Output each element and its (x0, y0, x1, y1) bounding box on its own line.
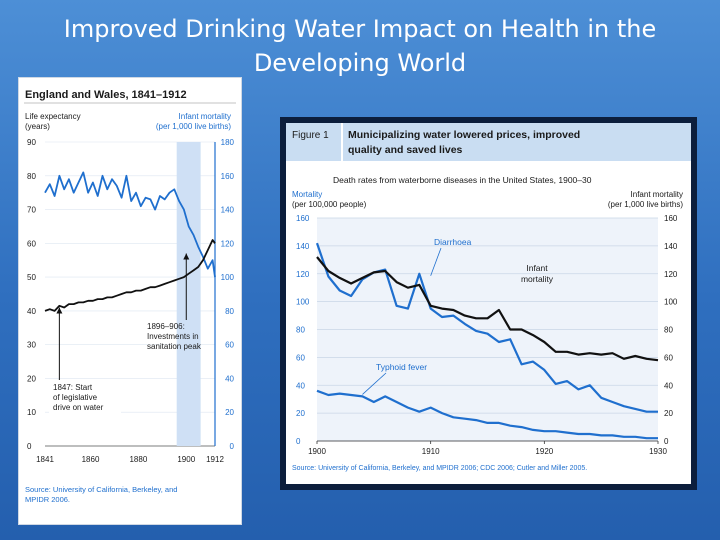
us-left-tick-label: 20 (296, 409, 305, 418)
us-left-tick-label: 160 (296, 214, 310, 223)
slide-title: Improved Drinking Water Impact on Health… (63, 15, 657, 77)
annotation-sanitation-text: Investments in (147, 332, 199, 341)
left-y-tick-label: 0 (27, 442, 32, 451)
figure-subtitle: Death rates from waterborne diseases in … (333, 175, 592, 185)
left-y-tick-label: 60 (27, 239, 36, 248)
left-y-axis-label-line1: Life expectancy (25, 112, 81, 121)
figure-headline-line1: Municipalizing water lowered prices, imp… (348, 129, 580, 141)
figure-label: Figure 1 (292, 130, 329, 141)
england-wales-chart: England and Wales, 1841–1912 Life expect… (24, 89, 236, 504)
us-right-axis-label-line2: (per 1,000 live births) (608, 200, 683, 209)
right-y-tick-label: 160 (221, 172, 235, 181)
us-series-line-infant-mortality (316, 256, 659, 362)
us-right-tick-label: 140 (664, 242, 678, 251)
annotation-legislative-text: drive on water (53, 403, 104, 412)
series-label-typhoid-fever: Typhoid fever (376, 362, 427, 372)
annotation-arrowhead (56, 307, 63, 314)
right-y-tick-label: 180 (221, 138, 235, 147)
us-chart-source: Source: University of California, Berkel… (292, 465, 587, 472)
x-tick-label: 1860 (82, 455, 100, 464)
left-y-axis-label-line2: (years) (25, 122, 50, 131)
left-y-tick-label: 20 (27, 374, 36, 383)
us-series-line-typhoid-fever (316, 389, 658, 440)
us-left-tick-label: 100 (296, 298, 310, 307)
left-y-tick-label: 50 (27, 273, 36, 282)
annotation-legislative-text: 1847: Start (53, 383, 93, 392)
series-line-infant-mortality (44, 171, 216, 278)
series-label-infant-mortality: Infant (526, 263, 548, 273)
right-y-tick-label: 40 (225, 374, 234, 383)
us-right-axis-label-line1: Infant mortality (631, 190, 683, 199)
us-right-tick-label: 40 (664, 381, 673, 390)
left-y-tick-label: 90 (27, 138, 36, 147)
us-left-tick-label: 80 (296, 326, 305, 335)
right-y-tick-label: 120 (221, 239, 235, 248)
us-left-tick-label: 60 (296, 353, 305, 362)
us-left-tick-label: 140 (296, 242, 310, 251)
figure-headline-line2: quality and saved lives (348, 144, 463, 156)
england-wales-chart-panel: England and Wales, 1841–1912 Life expect… (18, 77, 242, 525)
annotation-sanitation-text: 1896–906: (147, 322, 185, 331)
us-waterborne-chart: Figure 1 Municipalizing water lowered pr… (286, 123, 691, 472)
us-x-tick-label: 1920 (535, 447, 553, 456)
right-y-tick-label: 140 (221, 206, 235, 215)
series-line-life-expectancy (44, 239, 216, 312)
us-right-tick-label: 120 (664, 270, 678, 279)
left-chart-source-line1: Source: University of California, Berkel… (25, 485, 177, 494)
left-y-tick-label: 40 (27, 307, 36, 316)
us-waterborne-chart-frame: Figure 1 Municipalizing water lowered pr… (280, 117, 697, 490)
right-y-tick-label: 60 (225, 341, 234, 350)
x-tick-label: 1912 (206, 455, 224, 464)
us-right-tick-label: 60 (664, 353, 673, 362)
right-y-tick-label: 80 (225, 307, 234, 316)
us-waterborne-chart-panel: Figure 1 Municipalizing water lowered pr… (286, 123, 691, 484)
us-left-tick-label: 120 (296, 270, 310, 279)
us-left-tick-label: 40 (296, 381, 305, 390)
x-tick-label: 1841 (36, 455, 54, 464)
series-label-diarrhoea: Diarrhoea (434, 237, 472, 247)
right-y-tick-label: 0 (230, 442, 235, 451)
sanitation-period-highlight (176, 142, 201, 446)
x-tick-label: 1900 (177, 455, 195, 464)
left-chart-title: England and Wales, 1841–1912 (25, 89, 187, 101)
us-x-tick-label: 1910 (422, 447, 440, 456)
us-left-axis-label-line1: Mortality (292, 190, 322, 199)
left-chart-source-line2: MPIDR 2006. (25, 495, 70, 504)
left-y-tick-label: 70 (27, 206, 36, 215)
us-left-axis-label-line2: (per 100,000 people) (292, 200, 367, 209)
us-right-tick-label: 20 (664, 409, 673, 418)
us-right-tick-label: 160 (664, 214, 678, 223)
right-y-tick-label: 100 (221, 273, 235, 282)
right-y-tick-label: 20 (225, 408, 234, 417)
series-label-infant-mortality: mortality (521, 274, 554, 284)
us-left-tick-label: 0 (296, 437, 301, 446)
annotation-legislative-text: of legislative (53, 393, 98, 402)
left-y-tick-label: 30 (27, 341, 36, 350)
us-right-tick-label: 100 (664, 298, 678, 307)
us-x-tick-label: 1930 (649, 447, 667, 456)
x-tick-label: 1880 (129, 455, 147, 464)
right-y-axis-label-line1: Infant mortality (179, 112, 231, 121)
right-y-axis-label-line2: (per 1,000 live births) (156, 122, 231, 131)
annotation-arrowhead (183, 253, 190, 260)
annotation-sanitation-text: sanitation peak (147, 342, 202, 351)
us-right-tick-label: 80 (664, 326, 673, 335)
left-y-tick-label: 10 (27, 408, 36, 417)
left-y-tick-label: 80 (27, 172, 36, 181)
us-right-tick-label: 0 (664, 437, 669, 446)
us-x-tick-label: 1900 (308, 447, 326, 456)
